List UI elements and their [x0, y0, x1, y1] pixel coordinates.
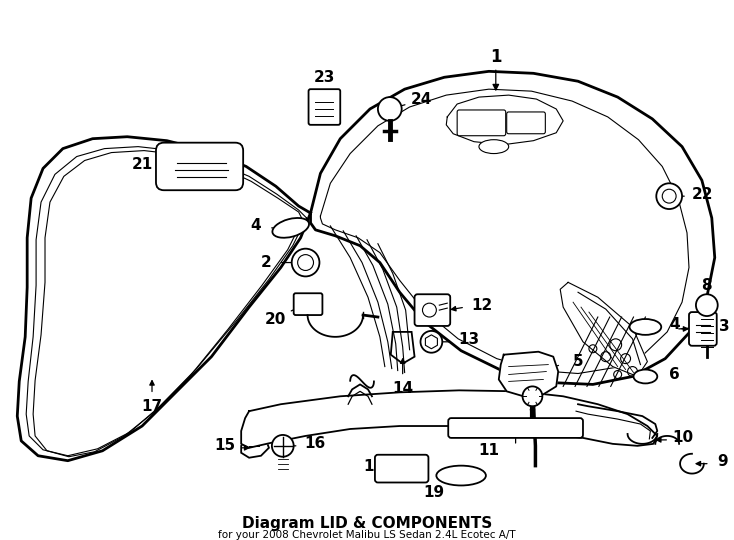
Circle shape [378, 97, 401, 121]
Polygon shape [499, 352, 559, 396]
Text: 11: 11 [479, 443, 499, 458]
Text: 4: 4 [670, 318, 680, 333]
Text: 2: 2 [261, 255, 272, 270]
Text: 9: 9 [717, 454, 728, 469]
Text: 15: 15 [215, 438, 236, 454]
Circle shape [662, 189, 676, 203]
Polygon shape [241, 438, 269, 458]
Text: 14: 14 [392, 381, 413, 396]
Text: 20: 20 [265, 312, 286, 327]
Text: 10: 10 [672, 430, 694, 445]
Text: Diagram LID & COMPONENTS: Diagram LID & COMPONENTS [242, 516, 492, 531]
Circle shape [696, 294, 718, 316]
Polygon shape [390, 332, 415, 363]
Circle shape [291, 249, 319, 276]
Text: 13: 13 [459, 332, 479, 347]
FancyBboxPatch shape [308, 89, 341, 125]
Text: 21: 21 [131, 157, 153, 172]
FancyBboxPatch shape [294, 293, 322, 315]
Text: 18: 18 [363, 459, 385, 474]
Text: 24: 24 [411, 92, 432, 106]
Text: 6: 6 [669, 367, 680, 382]
Ellipse shape [633, 369, 657, 383]
Circle shape [656, 183, 682, 209]
Text: for your 2008 Chevrolet Malibu LS Sedan 2.4L Ecotec A/T: for your 2008 Chevrolet Malibu LS Sedan … [218, 530, 516, 540]
Text: 16: 16 [304, 436, 325, 451]
Text: 7: 7 [527, 423, 538, 438]
FancyBboxPatch shape [689, 312, 716, 346]
Circle shape [421, 331, 443, 353]
Polygon shape [560, 282, 647, 376]
Text: 1: 1 [490, 49, 501, 66]
Text: 19: 19 [423, 485, 444, 500]
Text: 17: 17 [142, 399, 162, 414]
FancyBboxPatch shape [448, 418, 583, 438]
FancyBboxPatch shape [506, 112, 545, 134]
Polygon shape [241, 390, 657, 448]
FancyBboxPatch shape [156, 143, 243, 190]
Text: 5: 5 [573, 354, 584, 369]
Text: 12: 12 [471, 298, 493, 313]
Circle shape [298, 255, 313, 271]
Ellipse shape [479, 140, 509, 153]
Text: 4: 4 [251, 218, 261, 233]
Polygon shape [18, 137, 310, 461]
FancyBboxPatch shape [375, 455, 429, 483]
Polygon shape [446, 95, 563, 145]
Circle shape [272, 435, 294, 457]
Text: 23: 23 [313, 70, 335, 85]
FancyBboxPatch shape [457, 110, 506, 136]
Polygon shape [310, 71, 715, 384]
Ellipse shape [272, 218, 309, 238]
Text: 8: 8 [702, 278, 712, 293]
Ellipse shape [630, 319, 661, 335]
Text: 22: 22 [692, 187, 713, 201]
Ellipse shape [436, 465, 486, 485]
Text: 3: 3 [719, 320, 730, 334]
FancyBboxPatch shape [415, 294, 450, 326]
Circle shape [523, 387, 542, 406]
